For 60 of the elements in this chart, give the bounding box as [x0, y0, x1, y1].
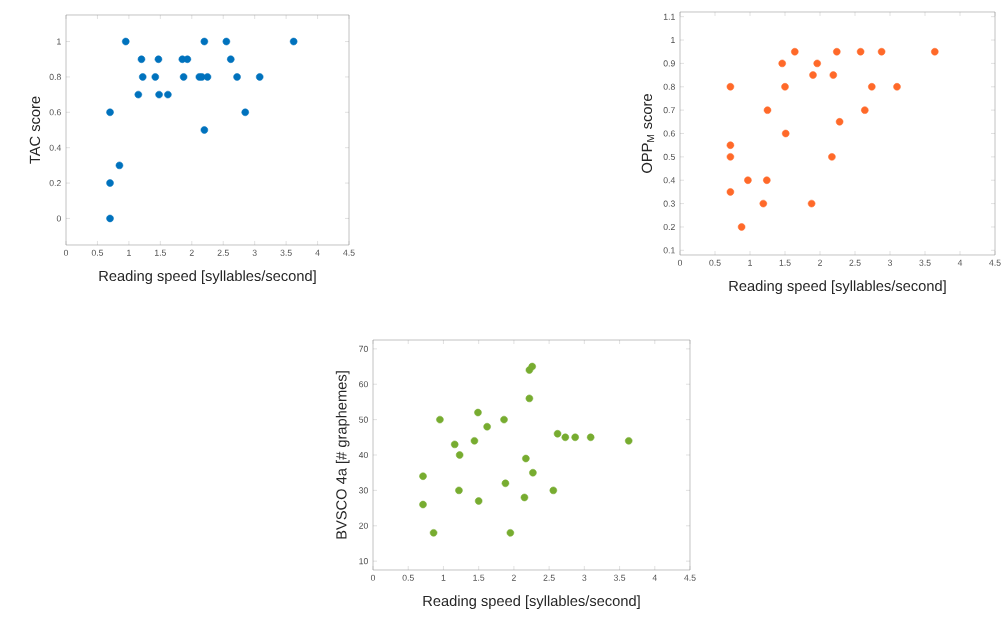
y-tick-label: 50 — [359, 416, 368, 423]
y-tick-label: 0.6 — [49, 109, 61, 116]
y-tick-label: 1.1 — [663, 13, 675, 20]
y-tick-label: 0.8 — [663, 83, 675, 90]
y-tick-label: 0.8 — [49, 73, 61, 80]
x-tick-label: 3.5 — [613, 574, 626, 581]
x-tick-label: 2.5 — [543, 574, 555, 581]
x-tick-label: 4 — [315, 249, 320, 256]
x-tick-label: 3.5 — [919, 259, 931, 266]
y-tick-label: 0.4 — [663, 177, 676, 184]
x-axis-title: Reading speed [syllables/second] — [729, 280, 946, 294]
x-axis-title: Reading speed [syllables/second] — [99, 270, 316, 284]
x-tick-label: 4.5 — [343, 249, 355, 256]
x-tick-label: 1.5 — [473, 574, 485, 581]
x-axis-title: Reading speed [syllables/second] — [423, 595, 640, 609]
y-tick-label: 0 — [56, 215, 61, 222]
x-tick-label: 4 — [957, 259, 963, 266]
y-tick-label: 0.6 — [663, 130, 675, 137]
x-tick-label: 2.5 — [217, 249, 229, 256]
y-tick-label: 0.9 — [663, 60, 675, 67]
x-tick-label: 4 — [652, 574, 657, 581]
y-tick-label: 10 — [359, 558, 368, 565]
y-tick-label: 0.7 — [663, 107, 675, 114]
x-tick-label: 2 — [511, 574, 516, 581]
y-axis-title: OPP$_{M}$ score — [641, 94, 655, 173]
y-tick-label: 0.2 — [663, 223, 675, 231]
x-tick-label: 0 — [677, 259, 683, 266]
y-tick-label: 1 — [57, 38, 61, 45]
x-tick-label: 0.5 — [709, 259, 721, 266]
x-tick-label: 1 — [127, 249, 131, 256]
x-tick-label: 4.5 — [989, 259, 1001, 266]
y-tick-label: 30 — [358, 487, 368, 494]
y-tick-label: 0.3 — [663, 200, 675, 207]
x-tick-label: 2.5 — [849, 259, 861, 266]
x-tick-label: 0.5 — [91, 249, 104, 256]
y-tick-label: 1 — [671, 37, 675, 44]
y-tick-label: 70 — [359, 345, 368, 352]
x-tick-label: 4.5 — [684, 574, 696, 581]
x-tick-label: 2 — [189, 249, 194, 256]
y-tick-label: 0.5 — [663, 153, 675, 160]
y-tick-label: 40 — [358, 451, 368, 459]
y-tick-label: 20 — [359, 522, 368, 529]
x-tick-label: 3.5 — [280, 249, 292, 256]
y-tick-label: 60 — [359, 381, 368, 388]
x-tick-label: 0 — [370, 574, 376, 581]
x-tick-label: 1.5 — [154, 249, 166, 256]
x-tick-label: 0 — [63, 249, 69, 256]
x-tick-label: 3 — [887, 259, 893, 266]
y-tick-label: 0.4 — [49, 144, 62, 151]
x-tick-label: 3 — [582, 574, 587, 581]
x-tick-label: 0.5 — [402, 574, 414, 581]
y-axis-title: TAC score — [29, 96, 41, 164]
y-tick-label: 0.2 — [49, 180, 61, 187]
x-tick-label: 1 — [748, 259, 752, 266]
x-tick-label: 1 — [441, 574, 446, 581]
x-tick-label: 2 — [818, 259, 822, 266]
x-tick-label: 3 — [252, 249, 257, 256]
y-tick-label: 0.1 — [663, 247, 675, 254]
y-axis-title: BVSCO 4a [# graphemes] — [335, 371, 350, 539]
x-tick-label: 1.5 — [779, 259, 791, 266]
